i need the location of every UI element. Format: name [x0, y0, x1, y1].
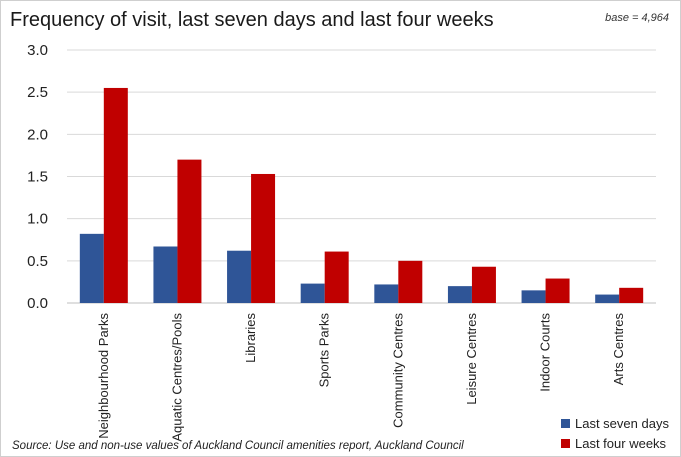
- y-tick-label-5: 2.5: [27, 84, 48, 101]
- bar-four-weeks-2: [251, 173, 276, 303]
- y-tick-label-2: 1.0: [27, 211, 48, 228]
- x-tick-label-3: Sports Parks: [317, 313, 332, 388]
- bar-four-weeks-4: [398, 260, 423, 303]
- bar-four-weeks-6: [545, 278, 570, 303]
- base-note: base = 4,964: [605, 12, 669, 24]
- legend-item-four-weeks: Last four weeks: [561, 433, 669, 453]
- bar-four-weeks-1: [177, 159, 202, 303]
- bar-seven-days-5: [447, 286, 472, 303]
- legend: Last seven days Last four weeks: [561, 413, 669, 453]
- legend-item-seven-days: Last seven days: [561, 413, 669, 433]
- legend-label-seven-days: Last seven days: [575, 415, 669, 431]
- bar-four-weeks-3: [324, 251, 349, 303]
- source-note: Source: Use and non-use values of Auckla…: [12, 440, 464, 452]
- y-tick-label-1: 0.5: [27, 253, 48, 270]
- x-tick-label-7: Arts Centres: [611, 313, 626, 386]
- y-tick-label-6: 3.0: [27, 42, 48, 59]
- bar-seven-days-2: [227, 250, 252, 303]
- bar-seven-days-7: [595, 294, 620, 303]
- y-tick-label-4: 2.0: [27, 126, 48, 143]
- y-tick-label-3: 1.5: [27, 169, 48, 186]
- bar-seven-days-6: [521, 290, 546, 303]
- bar-four-weeks-5: [471, 266, 496, 303]
- bar-seven-days-1: [153, 246, 178, 303]
- bar-seven-days-3: [300, 283, 325, 303]
- x-tick-label-4: Community Centres: [390, 313, 405, 428]
- x-tick-label-0: Neighbourhood Parks: [96, 313, 111, 439]
- y-tick-label-0: 0.0: [27, 295, 48, 312]
- x-tick-label-2: Libraries: [243, 313, 258, 363]
- x-tick-label-1: Aquatic Centres/Pools: [169, 313, 184, 442]
- chart-title: Frequency of visit, last seven days and …: [10, 9, 494, 31]
- bar-four-weeks-7: [619, 287, 644, 303]
- legend-swatch-seven-days: [561, 418, 570, 428]
- x-tick-label-5: Leisure Centres: [464, 313, 479, 405]
- bar-seven-days-4: [374, 284, 399, 303]
- x-tick-label-6: Indoor Courts: [538, 313, 553, 392]
- legend-swatch-four-weeks: [561, 438, 570, 448]
- bar-seven-days-0: [79, 233, 104, 303]
- bar-four-weeks-0: [103, 87, 128, 303]
- legend-label-four-weeks: Last four weeks: [575, 435, 667, 451]
